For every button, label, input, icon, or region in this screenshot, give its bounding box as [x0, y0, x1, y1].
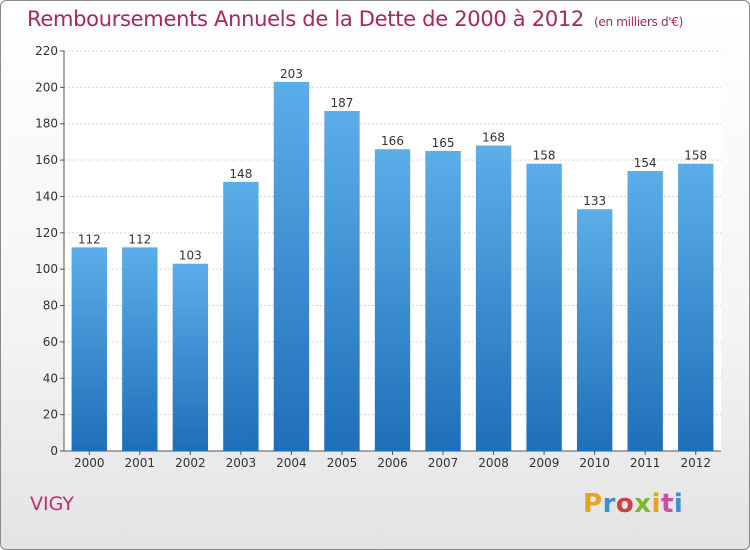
y-tick-label: 160: [35, 153, 58, 167]
y-tick-label: 80: [43, 299, 58, 313]
x-tick-label-2005: 2005: [327, 456, 358, 470]
bar-2006: [374, 149, 411, 451]
logo-letter: o: [615, 489, 635, 519]
x-tick-label-2011: 2011: [630, 456, 661, 470]
logo-letter: x: [634, 489, 652, 519]
y-tick-label: 20: [43, 408, 58, 422]
data-label-2009: 158: [533, 149, 556, 163]
bar-2008: [475, 145, 512, 451]
x-tick-label-2004: 2004: [276, 456, 307, 470]
logo-letter: i: [651, 489, 661, 519]
data-label-2008: 168: [482, 131, 505, 145]
y-tick-label: 140: [35, 189, 58, 203]
y-tick-label: 0: [50, 444, 58, 458]
commune-name: VIGY: [30, 493, 74, 515]
y-tick-label: 180: [35, 117, 58, 131]
tick-labels: 0 20 40 60 80 100 120 140 160 180 200 220 2000 2001 20…: [35, 44, 711, 470]
bar-2007: [425, 151, 461, 451]
x-tick-label-2009: 2009: [529, 456, 560, 470]
bar-2002: [172, 263, 209, 451]
x-tick-label-2002: 2002: [175, 456, 206, 470]
x-tick-label-2000: 2000: [74, 456, 105, 470]
data-label-2002: 103: [179, 249, 202, 263]
data-label-2012: 158: [684, 149, 707, 163]
chart-unit-label: (en milliers d'€): [594, 15, 684, 29]
bar-2005: [324, 111, 360, 451]
data-label-2003: 148: [229, 167, 252, 181]
y-tick-label: 100: [35, 262, 58, 276]
chart-title-text: Remboursements Annuels de la Dette de 20…: [27, 7, 584, 31]
proxiti-logo[interactable]: Proxiti: [583, 489, 683, 519]
x-tick-label-2008: 2008: [478, 456, 509, 470]
x-tick-label-2007: 2007: [428, 456, 459, 470]
logo-letter: r: [602, 489, 616, 519]
bar-2001: [122, 247, 158, 451]
x-tick-label-2010: 2010: [579, 456, 610, 470]
bar-2009: [526, 163, 562, 451]
data-label-2011: 154: [634, 156, 657, 170]
bar-2011: [627, 171, 663, 451]
logo-letter: P: [583, 489, 603, 519]
x-tick-label-2001: 2001: [125, 456, 156, 470]
y-tick-label: 120: [35, 226, 58, 240]
data-label-2000: 112: [78, 232, 101, 246]
data-label-2007: 165: [432, 136, 455, 150]
bars: [71, 81, 714, 451]
x-tick-label-2003: 2003: [226, 456, 257, 470]
y-tick-label: 200: [35, 80, 58, 94]
x-tick-label-2012: 2012: [680, 456, 711, 470]
bar-2004: [273, 81, 310, 451]
bar-2003: [223, 181, 259, 451]
y-tick-label: 40: [43, 371, 58, 385]
x-tick-label-2006: 2006: [377, 456, 408, 470]
data-label-2010: 133: [583, 194, 606, 208]
bar-2000: [71, 247, 107, 451]
chart-title: Remboursements Annuels de la Dette de 20…: [27, 7, 683, 31]
bar-2010: [576, 209, 613, 451]
data-label-2006: 166: [381, 134, 404, 148]
logo-letter: t: [660, 489, 674, 519]
y-tick-label: 60: [43, 335, 58, 349]
y-tick-label: 220: [35, 44, 58, 58]
data-label-2005: 187: [331, 96, 354, 110]
data-label-2004: 203: [280, 67, 303, 81]
logo-letter: i: [673, 489, 684, 519]
data-label-2001: 112: [128, 232, 151, 246]
bar-2012: [678, 163, 714, 451]
data-labels: 112 112 103 148 203 187 166 165 168 158 133 154 158: [78, 67, 707, 263]
